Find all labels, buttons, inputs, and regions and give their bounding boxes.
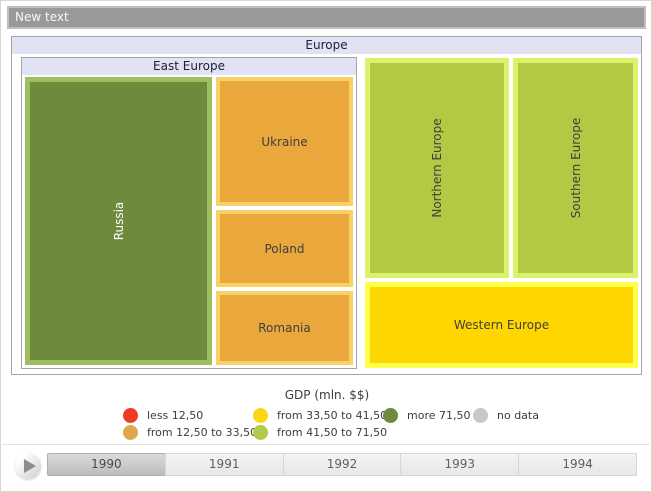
legend-item: from 12,50 to 33,50: [123, 424, 257, 441]
legend-label: less 12,50: [147, 409, 204, 422]
tile-label-ukraine: Ukraine: [261, 134, 308, 149]
group-header-east-europe[interactable]: East Europe: [22, 58, 356, 75]
legend-marker-orange-icon: [123, 425, 138, 440]
legend-label: from 33,50 to 41,50: [277, 409, 388, 422]
tile-label-romania: Romania: [258, 321, 311, 335]
legend-marker-yellow-icon: [253, 408, 268, 423]
play-icon: [24, 459, 36, 473]
legend-label: from 41,50 to 71,50: [277, 426, 388, 439]
legend-marker-gray-icon: [473, 408, 488, 423]
year-button-1994[interactable]: 1994: [518, 453, 637, 476]
tile-label-russia: Russia: [111, 201, 126, 241]
legend-item: from 33,50 to 41,50: [253, 407, 387, 424]
year-button-1993[interactable]: 1993: [400, 453, 520, 476]
tile-poland[interactable]: Poland: [216, 210, 353, 287]
legend-label: more 71,50: [407, 409, 471, 422]
legend: less 12,50 from 12,50 to 33,50 from 33,5…: [123, 407, 539, 441]
group-east-europe: East Europe Russia Ukraine Poland Romani…: [21, 57, 357, 369]
tile-ukraine[interactable]: Ukraine: [216, 77, 353, 206]
legend-title: GDP (mln. $$): [284, 388, 370, 402]
legend-label: from 12,50 to 33,50: [147, 426, 258, 439]
legend-item: more 71,50: [383, 407, 473, 424]
year-button-1992[interactable]: 1992: [282, 453, 402, 476]
play-button[interactable]: [15, 453, 41, 479]
tile-northern-europe[interactable]: Northern Europe: [365, 58, 509, 278]
tile-romania[interactable]: Romania: [216, 291, 353, 365]
title-bar[interactable]: New text: [7, 6, 646, 29]
legend-item: less 12,50: [123, 407, 253, 424]
legend-marker-yellowgreen-icon: [253, 425, 268, 440]
tile-label-poland: Poland: [264, 241, 305, 256]
legend-label: no data: [497, 409, 539, 422]
legend-marker-green-icon: [383, 408, 398, 423]
tile-western-europe[interactable]: Western Europe: [365, 282, 638, 368]
tile-label-western-europe: Western Europe: [453, 318, 550, 332]
tile-label-northern-europe: Northern Europe: [430, 118, 444, 218]
title-bar-text: New text: [15, 10, 69, 24]
legend-item: no data: [473, 407, 539, 424]
treemap-root-header[interactable]: Europe: [12, 37, 641, 54]
timeline-separator: [2, 444, 650, 445]
tile-russia[interactable]: Russia: [25, 77, 212, 365]
year-button-1990[interactable]: 1990: [47, 453, 166, 476]
year-selector: 1990 1991 1992 1993 1994: [47, 453, 637, 476]
year-button-1991[interactable]: 1991: [164, 453, 284, 476]
tile-label-southern-europe: Southern Europe: [568, 117, 583, 219]
tile-southern-europe[interactable]: Southern Europe: [513, 58, 638, 278]
legend-item: from 41,50 to 71,50: [253, 424, 387, 441]
legend-marker-red-icon: [123, 408, 138, 423]
treemap-panel: Europe East Europe Russia Ukraine Poland: [11, 36, 642, 375]
